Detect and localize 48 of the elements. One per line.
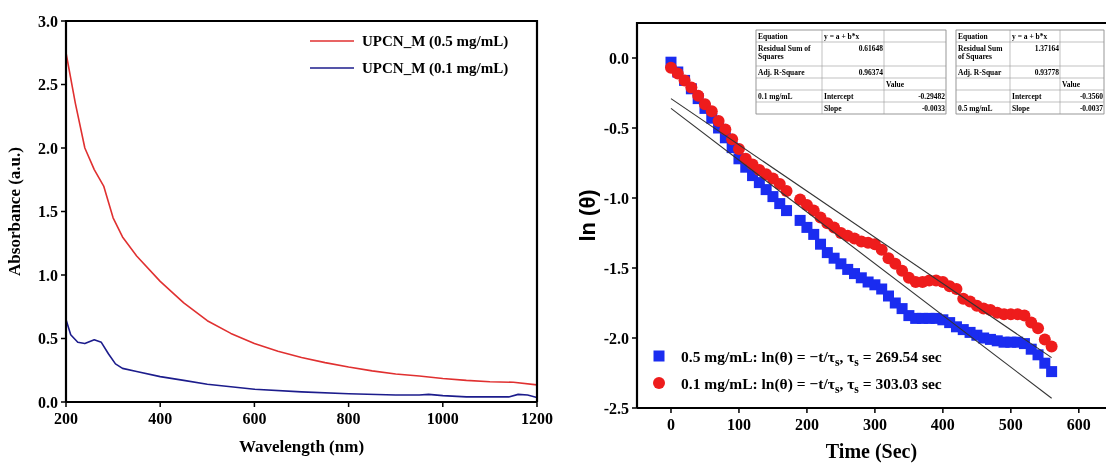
y-tick-label: -0.5 <box>603 119 629 137</box>
y-tick-label: -1.0 <box>603 189 629 207</box>
x-tick-label: 1000 <box>426 410 459 427</box>
x-tick-label: 500 <box>998 416 1023 433</box>
x-tick-label: 800 <box>336 410 361 427</box>
point <box>1045 340 1058 353</box>
legend-label: 0.5 mg/mL: ln(θ) = −t/τ$_{s}$, τ$_{s}$ = 269.54 sec <box>681 348 942 369</box>
x-tick-label: 300 <box>862 416 887 433</box>
point <box>781 205 793 217</box>
x-tick-label: 1200 <box>521 410 553 427</box>
x-tick-label: 0 <box>666 416 675 433</box>
y-tick-label: 0.5 <box>38 330 58 347</box>
point <box>712 115 725 127</box>
y-tick-label: 2.0 <box>38 139 58 157</box>
y-axis-title: Absorbance (a.u.) <box>5 147 24 276</box>
point <box>1039 357 1051 369</box>
y-tick-label: 1.5 <box>38 203 58 220</box>
x-tick-label: 200 <box>54 410 78 427</box>
y-tick-label: -2.5 <box>603 399 629 417</box>
x-tick-label: 600 <box>242 410 267 427</box>
y-tick-label: 1.0 <box>38 266 58 284</box>
point <box>705 105 718 118</box>
y-tick-label: 0.0 <box>609 49 629 67</box>
point <box>698 98 711 111</box>
legend-label: UPCN_M (0.5 mg/mL) <box>362 33 509 50</box>
y-tick-label: 0.0 <box>38 393 58 411</box>
point <box>692 89 705 102</box>
point <box>815 238 827 250</box>
point <box>808 228 820 240</box>
point <box>875 243 888 256</box>
y-tick-label: -1.5 <box>603 259 629 277</box>
legend-label: UPCN_M (0.1 mg/mL) <box>362 60 509 77</box>
point <box>896 264 909 277</box>
x-tick-label: 100 <box>726 416 751 433</box>
y-tick-label: -2.0 <box>603 329 629 347</box>
point <box>719 123 732 136</box>
y-axis-title: ln (θ) <box>575 189 600 242</box>
x-tick-label: 200 <box>794 416 819 433</box>
x-tick-label: 400 <box>148 410 173 427</box>
x-tick-label: 400 <box>930 416 955 433</box>
point <box>1046 366 1058 378</box>
y-tick-label: 3.0 <box>38 12 58 30</box>
y-tick-label: 2.5 <box>38 76 58 93</box>
x-tick-label: 600 <box>1066 416 1091 433</box>
point <box>1032 322 1045 335</box>
x-axis-title: Wavelength (nm) <box>238 437 365 456</box>
x-axis-title: Time (Sec) <box>825 440 918 463</box>
legend-label: 0.1 mg/mL: ln(θ) = −t/τ$_{s}$, τ$_{s}$ = 303.03 sec <box>681 375 942 396</box>
